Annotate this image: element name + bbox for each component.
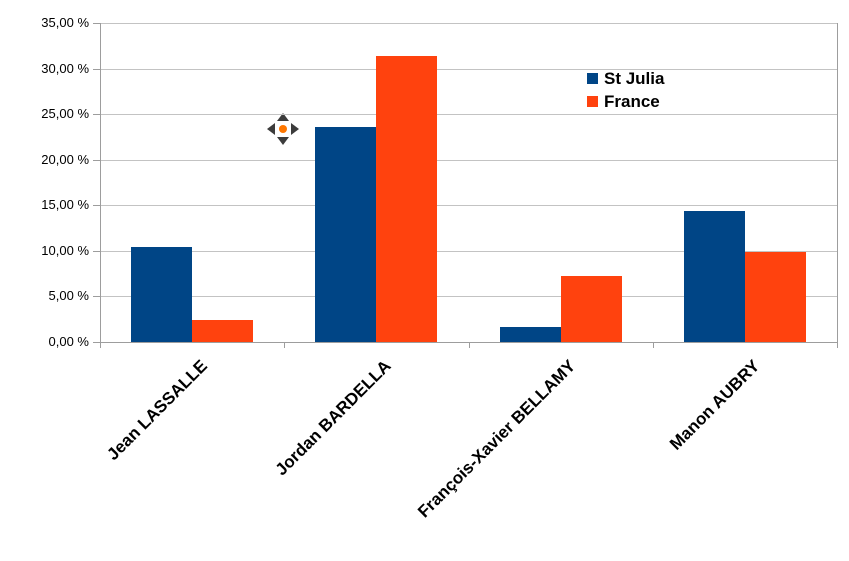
x-axis-tick-3 xyxy=(653,342,654,348)
y-tick-label-35: 35,00 % xyxy=(41,15,89,30)
bar-st-julia-jordan-bardella[interactable] xyxy=(315,127,376,342)
gridline-30 xyxy=(100,69,837,70)
y-tick-label-15: 15,00 % xyxy=(41,197,89,212)
x-category-label-manon-aubry: Manon AUBRY xyxy=(666,356,764,454)
gridline-35 xyxy=(100,23,837,24)
y-tick-label-25: 25,00 % xyxy=(41,106,89,121)
move-cursor-arrow-left xyxy=(267,123,275,135)
y-axis-tick-5 xyxy=(93,296,100,297)
y-axis-line xyxy=(100,23,101,348)
bar-france-jean-lassalle[interactable] xyxy=(192,320,253,342)
legend-swatch-st-julia xyxy=(587,73,598,84)
move-cursor-arrow-right xyxy=(291,123,299,135)
x-category-label-jean-lassalle: Jean LASSALLE xyxy=(103,356,211,464)
gridline-25 xyxy=(100,114,837,115)
y-axis-tick-35 xyxy=(93,23,100,24)
gridline-5 xyxy=(100,296,837,297)
gridline-10 xyxy=(100,251,837,252)
y-tick-label-5: 5,00 % xyxy=(48,288,89,303)
x-category-label-jordan-bardella: Jordan BARDELLA xyxy=(272,356,396,480)
gridline-20 xyxy=(100,160,837,161)
plot-right-border xyxy=(837,23,838,348)
legend-item-france[interactable]: France xyxy=(587,90,664,113)
y-axis-tick-25 xyxy=(93,114,100,115)
y-tick-label-30: 30,00 % xyxy=(41,61,89,76)
bar-france-franc-ois-xavier-bellamy[interactable] xyxy=(561,276,622,342)
move-cursor-arrow-down xyxy=(277,137,289,145)
bar-st-julia-franc-ois-xavier-bellamy[interactable] xyxy=(500,327,561,342)
x-axis-tick-2 xyxy=(469,342,470,348)
y-tick-label-20: 20,00 % xyxy=(41,152,89,167)
bar-france-manon-aubry[interactable] xyxy=(745,252,806,342)
bar-st-julia-jean-lassalle[interactable] xyxy=(131,247,192,342)
move-cursor-arrow-up xyxy=(277,113,289,121)
legend-item-st-julia[interactable]: St Julia xyxy=(587,67,664,90)
x-axis-tick-0 xyxy=(100,342,101,348)
x-axis-line xyxy=(100,342,837,343)
y-axis-tick-30 xyxy=(93,69,100,70)
legend-swatch-france xyxy=(587,96,598,107)
bar-st-julia-manon-aubry[interactable] xyxy=(684,211,745,342)
y-axis-tick-20 xyxy=(93,160,100,161)
move-cursor-icon xyxy=(267,113,299,145)
move-cursor-center-dot xyxy=(279,125,287,133)
x-axis-tick-1 xyxy=(284,342,285,348)
x-axis-tick-4 xyxy=(837,342,838,348)
y-tick-label-0: 0,00 % xyxy=(48,334,89,349)
y-axis-tick-15 xyxy=(93,205,100,206)
bar-france-jordan-bardella[interactable] xyxy=(376,56,437,342)
legend-label-france: France xyxy=(604,91,660,111)
legend-label-st-julia: St Julia xyxy=(604,68,665,88)
x-category-label-franc-ois-xavier-bellamy: François-Xavier BELLAMY xyxy=(414,356,580,522)
chart-legend[interactable]: St Julia France xyxy=(587,67,664,113)
y-tick-label-10: 10,00 % xyxy=(41,243,89,258)
y-axis-tick-0 xyxy=(93,342,100,343)
y-axis-tick-10 xyxy=(93,251,100,252)
gridline-15 xyxy=(100,205,837,206)
